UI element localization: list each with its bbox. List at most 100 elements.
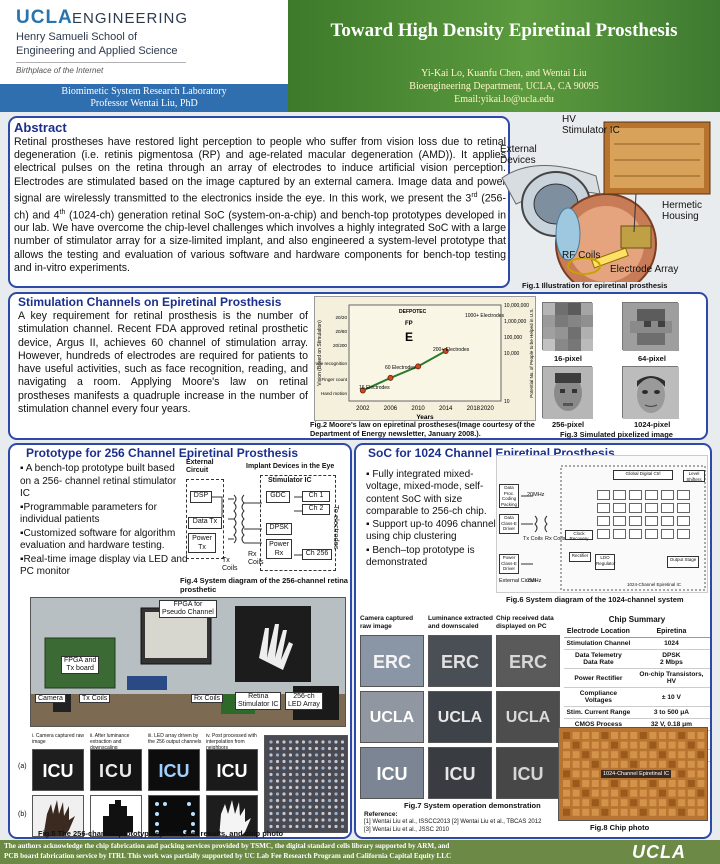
demo-header-raw: Camera captured raw image [360,615,414,630]
chip-1024-photo: 1024-Channel Epiretinal IC [558,727,708,821]
y2-tick-label: 10 [504,399,510,405]
led-dot [314,792,319,796]
chip-256-photo [264,735,348,833]
chip-cell [572,732,580,739]
label-hv-stimulator: HV Stimulator IC [562,114,620,136]
chip-cell [687,808,695,816]
chip-cell [563,799,570,807]
chip-cell [639,808,647,816]
led-dot [321,805,325,809]
ucla-chip-image: UCLA [496,691,560,743]
channel-block [661,516,674,526]
led-dot [327,740,332,744]
chip-cell [582,770,590,778]
stimulation-panel: Stimulation Channels on Epiretinal Prost… [8,292,708,440]
chip-cell [591,741,599,749]
table-cell: 1024 [632,637,710,650]
external-circuit-label: External Circuit [499,578,537,584]
label-rf-coils: RF Coils [562,250,601,261]
led-dot [321,753,325,757]
rx-coils-label: Rx Coils [545,536,566,542]
led-dot [340,824,345,829]
y2-tick-label: 1,000,000 [504,319,526,325]
led-dot [308,811,312,816]
chip-cell [659,732,666,739]
chip-cell [563,741,570,749]
chip-cell [678,808,686,816]
led-dot [334,811,338,816]
chip-cell [582,799,590,807]
led-dot [295,740,299,744]
ucla-footer-logo: UCLA [632,842,686,862]
annotation: E [405,330,413,344]
fig8-caption: Fig.8 Chip photo [590,823,650,832]
led-dot [308,746,312,751]
led-dot [275,818,280,822]
led-dot [308,818,312,822]
label-electrode-array: Electrode Array [610,264,679,275]
fig4-system-diagram: External Circuit Implant Devices in the … [182,459,350,579]
chip-cell [687,799,695,807]
led-dot [314,740,319,744]
led-dot [282,805,286,809]
channel-block [613,503,626,513]
led-dot [340,811,345,816]
led-dot [340,779,345,783]
data-point [442,348,449,354]
chip-cell [659,760,666,768]
chip-cell [687,770,695,778]
table-cell: Stim. Current Range [564,706,633,719]
led-dot [340,785,345,790]
freq-2mhz: 2MHz [527,578,542,584]
chip-cell [639,780,647,787]
y-tick-label: Face recognition [315,361,347,366]
led-dot [282,746,286,751]
chip-cell [582,732,590,739]
tx-coils-label: Tx Coils [222,557,238,572]
chip-cell [630,760,638,768]
chip-cell [668,770,676,778]
led-dot [340,759,345,764]
acknowledgement-line: PCB board fabrication service by ITRI. T… [4,852,452,860]
hermetic-housing [620,225,652,249]
photo-label-rx-coils: Rx Coils [191,694,224,703]
hand-raw-image [32,795,84,837]
label-external-devices: External Devices [500,144,537,166]
logo-divider [16,62,186,63]
chip-cell [563,780,570,787]
channel-block [613,529,626,539]
tx-coils-label: Tx Coils [523,536,543,542]
led-dot [314,785,319,790]
led-dot [334,746,338,751]
led-dot [295,785,299,790]
led-dot [282,818,286,822]
y2-axis-label: Potential No. of People to be Helped in … [529,308,534,397]
chip-cell [697,799,705,807]
table-row: Compliance Voltages ± 10 V [564,687,710,707]
led-dot [321,818,325,822]
led-dot [301,779,306,783]
bullet-item: ▪Customized software for algorithm evalu… [20,527,176,552]
chip-cell [630,789,638,797]
moore-law-chart: 2002 2006 2010 2014 2018 2020 Years 20/20 20/80 2… [313,296,536,421]
led-dot [308,759,312,764]
led-dot [295,746,299,751]
led-dot [295,766,299,770]
led-dot [308,798,312,803]
chip-cell [572,770,580,778]
led-dot [275,766,280,770]
series-line [362,350,447,392]
pixel-label: 64-pixel [638,354,666,363]
chip-cell [649,808,657,816]
chip-cell [611,780,618,787]
soc-channel-grid [597,490,697,546]
clock-recovery-block: Clock Recovery [565,530,593,541]
chip-cell [563,751,570,759]
led-dot [295,792,299,796]
chip-cell [687,751,695,759]
gdc-block: GDC [266,491,290,503]
led-dot [314,811,319,816]
prototype-256-title: Prototype for 256 Channel Epiretinal Pro… [26,446,299,460]
annotation: DEFPOTEC [399,309,427,315]
lab-banner: Biomimetic System Research Laboratory Pr… [0,84,288,112]
